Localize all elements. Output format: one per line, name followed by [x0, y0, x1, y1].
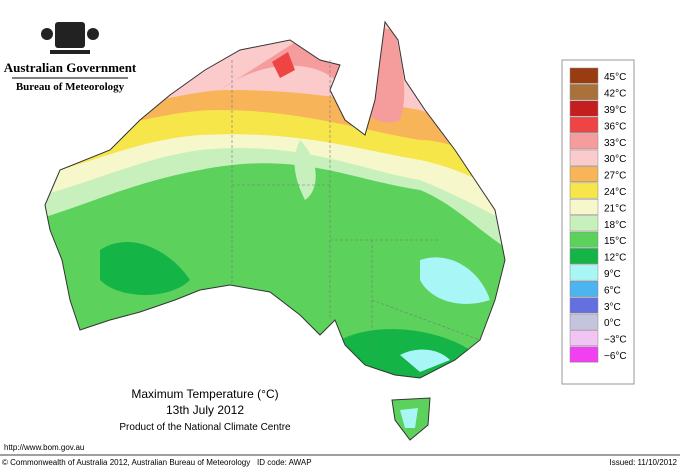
legend-swatch — [569, 215, 599, 232]
legend-label: 30°C — [604, 154, 626, 165]
map-title: Maximum Temperature (°C) — [131, 387, 278, 401]
legend-label: 39°C — [604, 105, 626, 116]
legend-label: 12°C — [604, 253, 626, 264]
legend-swatch — [569, 84, 599, 101]
legend-swatch — [569, 100, 599, 117]
map-credit: Product of the National Climate Centre — [119, 422, 291, 433]
legend-swatch — [569, 297, 599, 314]
legend-label: −6°C — [604, 351, 627, 362]
legend-label: 33°C — [604, 138, 626, 149]
legend-label: 9°C — [604, 269, 621, 280]
legend-label: 42°C — [604, 89, 626, 100]
legend-label: 45°C — [604, 72, 626, 83]
crest — [41, 22, 99, 54]
legend-swatch — [569, 149, 599, 166]
legend-swatch — [569, 116, 599, 133]
issued: Issued: 11/10/2012 — [610, 458, 678, 467]
map-date: 13th July 2012 — [166, 403, 244, 417]
legend-label: 6°C — [604, 285, 621, 296]
legend-label: 36°C — [604, 121, 626, 132]
legend-label: 0°C — [604, 318, 621, 329]
legend: 45°C 42°C 39°C 36°C 33°C 30°C 27°C 24°C 21°C 18°C… — [569, 67, 627, 363]
legend-label: 18°C — [604, 220, 626, 231]
legend-swatch — [569, 330, 599, 347]
legend-swatch — [569, 67, 599, 84]
coastline — [44, 20, 506, 379]
url: http://www.bom.gov.au — [4, 443, 84, 452]
legend-label: 24°C — [604, 187, 626, 198]
legend-swatch — [569, 231, 599, 248]
legend-swatch — [569, 280, 599, 297]
legend-label: 3°C — [604, 302, 621, 313]
legend-label: 15°C — [604, 236, 626, 247]
copyright: © Commonwealth of Australia 2012, Austra… — [2, 458, 250, 467]
bureau-name: Bureau of Meteorology — [16, 81, 125, 93]
id-code: ID code: AWAP — [257, 458, 312, 467]
legend-label: −3°C — [604, 335, 627, 346]
legend-swatch — [569, 346, 599, 363]
government-name: Australian Government — [4, 60, 137, 75]
legend-swatch — [569, 166, 599, 183]
legend-swatch — [569, 182, 599, 199]
legend-swatch — [569, 133, 599, 150]
tasmania-cold — [400, 408, 418, 428]
legend-swatch — [569, 313, 599, 330]
legend-swatch — [569, 248, 599, 265]
legend-swatch — [569, 264, 599, 281]
legend-swatch — [569, 198, 599, 215]
legend-label: 21°C — [604, 203, 626, 214]
state-borders — [231, 60, 481, 350]
legend-label: 27°C — [604, 171, 626, 182]
